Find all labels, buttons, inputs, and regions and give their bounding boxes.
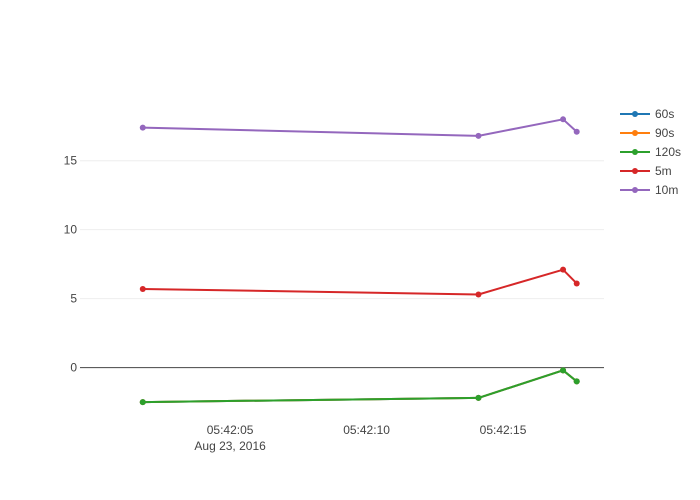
data-point — [139, 399, 146, 406]
y-tick-label: 5 — [70, 292, 77, 306]
x-tick-label: 05:42:15 — [480, 423, 527, 437]
legend-item-90s[interactable]: 90s — [620, 126, 674, 140]
data-point — [139, 285, 146, 292]
legend-label: 5m — [655, 164, 672, 178]
data-point — [475, 132, 482, 139]
legend-item-120s[interactable]: 120s — [620, 145, 681, 159]
grid-lines — [80, 160, 604, 300]
legend-label: 60s — [655, 107, 674, 121]
data-point — [475, 394, 482, 401]
x-tick-label: 05:42:10 — [343, 423, 390, 437]
y-tick-label: 0 — [70, 361, 77, 375]
legend-label: 10m — [655, 183, 678, 197]
axes: 0 5 10 15 05:42:05 Aug 23, 2016 05:42:10 05:42:… — [64, 154, 527, 453]
series-line — [142, 369, 578, 404]
legend-marker — [632, 130, 638, 136]
data-point — [139, 124, 146, 131]
y-tick-label: 10 — [64, 223, 78, 237]
data-point — [560, 266, 567, 273]
y-tick-label: 15 — [64, 154, 78, 168]
legend[interactable]: 60s 90s 120s 5m 10m — [620, 107, 681, 197]
series-lines — [139, 116, 580, 406]
data-point — [573, 280, 580, 287]
legend-marker — [632, 168, 638, 174]
x-tick-sublabel: Aug 23, 2016 — [194, 439, 266, 453]
data-point — [475, 291, 482, 298]
series-line — [142, 268, 578, 296]
data-point — [573, 378, 580, 385]
legend-label: 90s — [655, 126, 674, 140]
legend-item-10m[interactable]: 10m — [620, 183, 678, 197]
data-point — [560, 116, 567, 123]
x-tick-label: 05:42:05 — [207, 423, 254, 437]
data-point — [560, 367, 567, 374]
legend-item-5m[interactable]: 5m — [620, 164, 672, 178]
data-point — [573, 128, 580, 135]
series-10m — [139, 116, 580, 139]
legend-label: 120s — [655, 145, 681, 159]
series-line — [142, 118, 578, 137]
legend-marker — [632, 111, 638, 117]
series-5m — [139, 266, 580, 298]
legend-marker — [632, 149, 638, 155]
legend-item-60s[interactable]: 60s — [620, 107, 674, 121]
series-120s — [139, 367, 580, 406]
legend-marker — [632, 187, 638, 193]
